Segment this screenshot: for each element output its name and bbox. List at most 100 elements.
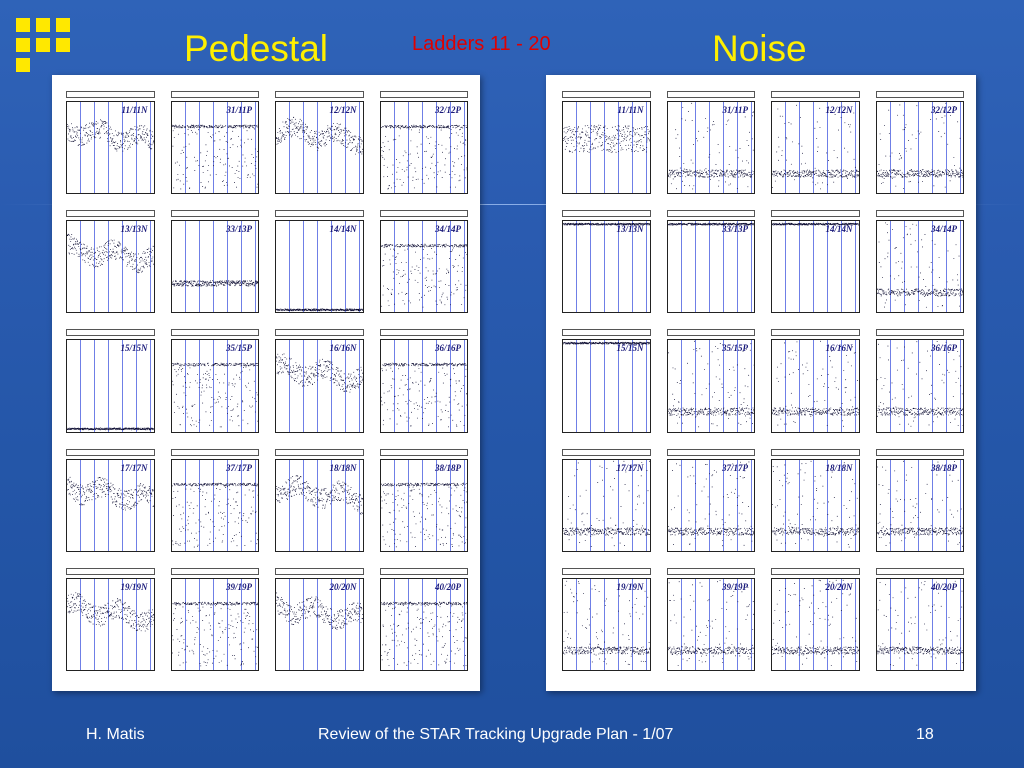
plot-ladder-label: 13/13N [616,224,644,235]
plot-header-box [771,448,860,456]
plot-frame: 39/19P [170,577,259,671]
plot-scatter [67,427,154,431]
noise-plot: 31/11P [657,85,762,204]
plot-header-box [562,210,651,218]
plot-header-box [875,91,964,98]
plot-scatter [380,601,467,666]
plot-scatter [276,116,363,155]
plot-scatter [772,341,859,428]
plot-ladder-label: 14/14N [825,224,853,235]
plot-scatter [563,223,650,226]
plot-ladder-label: 37/17P [226,462,252,473]
plot-ladder-label: 12/12N [329,105,357,115]
plot-frame: 32/12P [875,101,964,195]
plot-header-box [666,448,755,456]
pedestal-plot: 38/18P [370,443,475,562]
plot-header-box [170,567,259,575]
plot-scatter [276,474,363,515]
plot-ladder-label: 12/12N [825,105,853,115]
noise-plot: 14/14N [761,204,866,323]
plot-scatter [171,280,258,287]
plot-ladder-label: 18/18N [825,462,853,473]
plot-scatter [563,124,650,153]
noise-plot: 18/18N [761,443,866,562]
plot-frame: 37/17P [666,458,755,552]
plot-header-box [666,91,755,98]
plot-scatter [171,482,258,548]
plot-header-box [875,329,964,337]
plot-header-box [562,567,651,575]
plot-frame: 17/17N [562,458,651,552]
pedestal-plot: 20/20N [265,562,370,681]
pedestal-plot: 18/18N [265,443,370,562]
plot-ladder-label: 32/12P [931,105,957,115]
pedestal-title: Pedestal [184,28,328,69]
plot-ladder-label: 38/18P [435,462,461,473]
plot-header-box [771,329,860,337]
plot-ladder-label: 19/19N [616,581,644,592]
pedestal-plot: 40/20P [370,562,475,681]
plot-scatter [876,222,963,308]
plot-scatter [171,363,258,428]
plot-frame: 34/14P [875,220,964,314]
pedestal-plot: 13/13N [56,204,161,323]
plot-frame: 15/15N [66,339,155,433]
noise-plot: 34/14P [866,204,971,323]
plot-header-box [875,210,964,218]
plot-frame: 11/11N [66,101,155,195]
plot-frame: 38/18P [379,458,468,552]
noise-plot: 38/18P [866,443,971,562]
noise-plot: 36/16P [866,323,971,442]
noise-plot-grid: 11/11N 31/11P 12/12N 32/12P 13/13N 33/13P 14/1… [552,85,970,681]
noise-plot: 11/11N [552,85,657,204]
plot-scatter [67,476,154,511]
pedestal-plot: 19/19N [56,562,161,681]
pedestal-plot-grid: 11/11N 31/11P 12/12N 32/12P 13/13N 33/13P 14/1… [56,85,474,681]
ladders-subtitle: Ladders 11 - 20 [412,33,551,55]
plot-frame: 38/18P [875,458,964,552]
plot-frame: 19/19N [562,577,651,671]
plot-scatter [772,104,859,190]
plot-frame: 12/12N [275,101,364,195]
plot-header-box [170,91,259,98]
plot-scatter [563,342,650,345]
plot-header-box [170,210,259,218]
noise-plot: 13/13N [552,204,657,323]
plot-frame: 31/11P [170,101,259,195]
plot-ladder-label: 13/13N [120,224,148,235]
plot-header-box [379,448,468,456]
pedestal-plot: 31/11P [161,85,266,204]
plot-frame: 11/11N [562,101,651,195]
pedestal-plot: 35/15P [161,323,266,442]
plot-ladder-label: 35/15P [722,343,748,354]
plot-frame: 16/16N [771,339,860,433]
plot-header-box [379,567,468,575]
plot-ladder-label: 32/12P [435,105,461,115]
plot-ladder-label: 11/11N [617,105,644,115]
plot-header-box [66,210,155,218]
plot-ladder-label: 31/11P [722,105,748,115]
pedestal-plot: 37/17P [161,443,266,562]
plot-ladder-label: 20/20N [329,581,357,592]
plot-frame: 39/19P [666,577,755,671]
plot-frame: 18/18N [275,458,364,552]
plot-ladder-label: 15/15N [120,343,148,354]
plot-header-box [275,329,364,337]
plot-scatter [876,460,963,547]
plot-ladder-label: 17/17N [120,462,148,473]
pedestal-panel: 11/11N 31/11P 12/12N 32/12P 13/13N 33/13P 14/1… [52,75,480,691]
plot-frame: 20/20N [771,577,860,671]
pedestal-plot: 16/16N [265,323,370,442]
plot-scatter [667,341,754,428]
plot-header-box [66,567,155,575]
plot-scatter [380,124,467,190]
plot-scatter [276,353,363,393]
pedestal-plot: 32/12P [370,85,475,204]
plot-header-box [771,210,860,218]
plot-ladder-label: 36/16P [931,343,957,354]
plot-header-box [66,448,155,456]
plot-ladder-label: 34/14P [435,224,461,235]
pedestal-plot: 12/12N [265,85,370,204]
background-divider-line [0,204,1024,205]
plot-frame: 15/15N [562,339,651,433]
